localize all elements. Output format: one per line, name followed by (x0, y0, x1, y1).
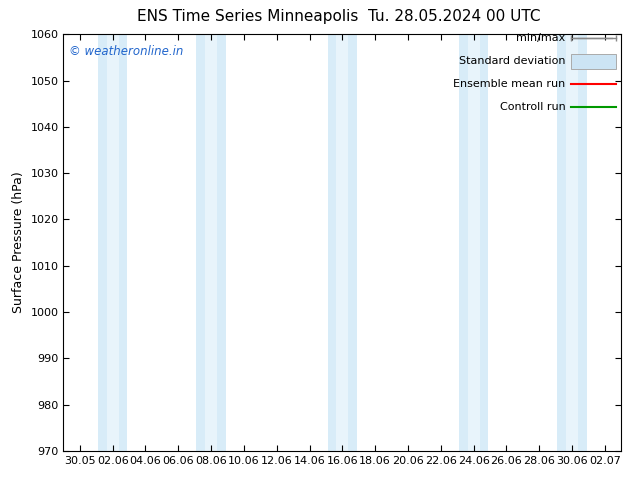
Bar (107, 34, 119, 451)
Bar (557, 34, 587, 451)
Text: Tu. 28.05.2024 00 UTC: Tu. 28.05.2024 00 UTC (368, 9, 540, 24)
Text: Ensemble mean run: Ensemble mean run (453, 79, 566, 89)
Bar (205, 34, 217, 451)
Y-axis label: Surface Pressure (hPa): Surface Pressure (hPa) (12, 172, 25, 314)
Bar (98, 34, 127, 451)
Bar (337, 34, 348, 451)
Text: Controll run: Controll run (500, 102, 566, 112)
Text: Standard deviation: Standard deviation (459, 56, 566, 66)
Bar (197, 34, 226, 451)
Text: © weatheronline.in: © weatheronline.in (69, 45, 183, 58)
Text: ENS Time Series Minneapolis: ENS Time Series Minneapolis (137, 9, 358, 24)
Bar (566, 34, 578, 451)
Bar (328, 34, 357, 451)
Bar (468, 34, 479, 451)
Text: min/max: min/max (516, 33, 566, 44)
FancyBboxPatch shape (571, 54, 616, 69)
Bar (459, 34, 488, 451)
